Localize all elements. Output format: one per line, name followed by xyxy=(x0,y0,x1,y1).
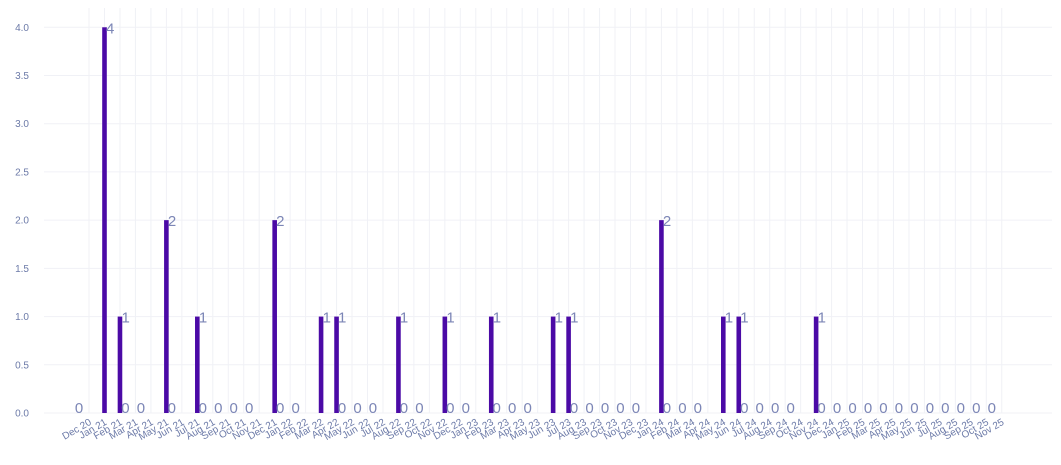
data-label: 0 xyxy=(523,400,531,417)
data-label: 0 xyxy=(245,400,253,417)
bar[interactable] xyxy=(102,27,107,414)
data-label: 0 xyxy=(817,400,825,417)
bar[interactable] xyxy=(318,316,324,413)
data-label: 0 xyxy=(137,400,145,417)
data-label: 0 xyxy=(338,400,346,417)
data-label: 0 xyxy=(895,400,903,417)
data-label: 2 xyxy=(276,213,284,230)
data-label: 0 xyxy=(276,400,284,417)
data-label: 0 xyxy=(400,400,408,417)
bar[interactable] xyxy=(164,220,169,413)
data-label: 0 xyxy=(941,400,949,417)
data-label: 0 xyxy=(678,400,686,417)
bars xyxy=(102,27,819,414)
data-label: 0 xyxy=(230,400,238,417)
data-label: 0 xyxy=(740,400,748,417)
data-label: 2 xyxy=(663,213,671,230)
y-tick-label: 1.0 xyxy=(15,312,29,323)
data-label: 0 xyxy=(462,400,470,417)
data-label: 2 xyxy=(168,213,176,230)
y-tick-label: 0.0 xyxy=(15,409,29,420)
data-label: 0 xyxy=(910,400,918,417)
data-label: 1 xyxy=(338,310,346,327)
data-label: 0 xyxy=(848,400,856,417)
bar[interactable] xyxy=(813,316,819,413)
data-label: 1 xyxy=(740,310,748,327)
data-label: 0 xyxy=(988,400,996,417)
bar[interactable] xyxy=(659,220,664,413)
data-label: 0 xyxy=(632,400,640,417)
data-label: 0 xyxy=(833,400,841,417)
bar[interactable] xyxy=(195,316,200,413)
data-label: 0 xyxy=(353,400,361,417)
data-label: 0 xyxy=(864,400,872,417)
data-label: 1 xyxy=(446,310,454,327)
data-label: 1 xyxy=(323,310,331,327)
bar[interactable] xyxy=(272,220,277,413)
data-label: 1 xyxy=(818,310,826,327)
y-axis: 0.0 0.5 1.0 1.5 2.0 2.5 3.0 3.5 4.0 xyxy=(15,23,29,420)
data-label: 0 xyxy=(879,400,887,417)
data-label: 0 xyxy=(601,400,609,417)
bar[interactable] xyxy=(721,316,726,413)
data-label: 0 xyxy=(508,400,516,417)
y-tick-label: 3.0 xyxy=(15,119,29,130)
data-label: 1 xyxy=(400,310,408,327)
data-label: 0 xyxy=(75,400,83,417)
y-tick-label: 1.5 xyxy=(15,264,29,275)
data-label: 0 xyxy=(369,400,377,417)
bar[interactable] xyxy=(396,316,401,413)
data-label: 0 xyxy=(786,400,794,417)
horizontal-gridlines xyxy=(44,26,1052,414)
data-label: 0 xyxy=(121,400,129,417)
data-label: 1 xyxy=(493,310,501,327)
y-tick-label: 2.0 xyxy=(15,216,29,227)
data-label: 0 xyxy=(756,400,764,417)
data-label: 1 xyxy=(121,310,129,327)
data-label: 0 xyxy=(585,400,593,417)
bar[interactable] xyxy=(442,316,448,413)
data-label: 0 xyxy=(616,400,624,417)
data-label: 0 xyxy=(926,400,934,417)
data-label: 1 xyxy=(555,310,563,327)
data-label: 1 xyxy=(199,310,207,327)
bar[interactable] xyxy=(117,316,123,413)
data-label: 0 xyxy=(446,400,454,417)
vertical-gridlines xyxy=(88,8,1003,413)
bar[interactable] xyxy=(334,316,339,413)
bar[interactable] xyxy=(488,316,494,413)
data-label: 0 xyxy=(168,400,176,417)
y-tick-label: 4.0 xyxy=(15,23,29,34)
data-label: 1 xyxy=(725,310,733,327)
bar[interactable] xyxy=(550,316,556,413)
data-label: 0 xyxy=(972,400,980,417)
data-label: 0 xyxy=(663,400,671,417)
data-label: 0 xyxy=(415,400,423,417)
data-label: 0 xyxy=(291,400,299,417)
y-tick-label: 0.5 xyxy=(15,360,29,371)
data-label: 0 xyxy=(570,400,578,417)
data-label: 0 xyxy=(771,400,779,417)
y-tick-label: 3.5 xyxy=(15,71,29,82)
y-tick-label: 2.5 xyxy=(15,167,29,178)
bar[interactable] xyxy=(566,316,571,413)
data-label: 0 xyxy=(199,400,207,417)
data-label: 0 xyxy=(957,400,965,417)
data-label: 1 xyxy=(570,310,578,327)
data-label: 4 xyxy=(106,20,114,37)
data-label: 0 xyxy=(493,400,501,417)
bar[interactable] xyxy=(736,316,742,413)
data-label: 0 xyxy=(694,400,702,417)
data-label: 0 xyxy=(214,400,222,417)
